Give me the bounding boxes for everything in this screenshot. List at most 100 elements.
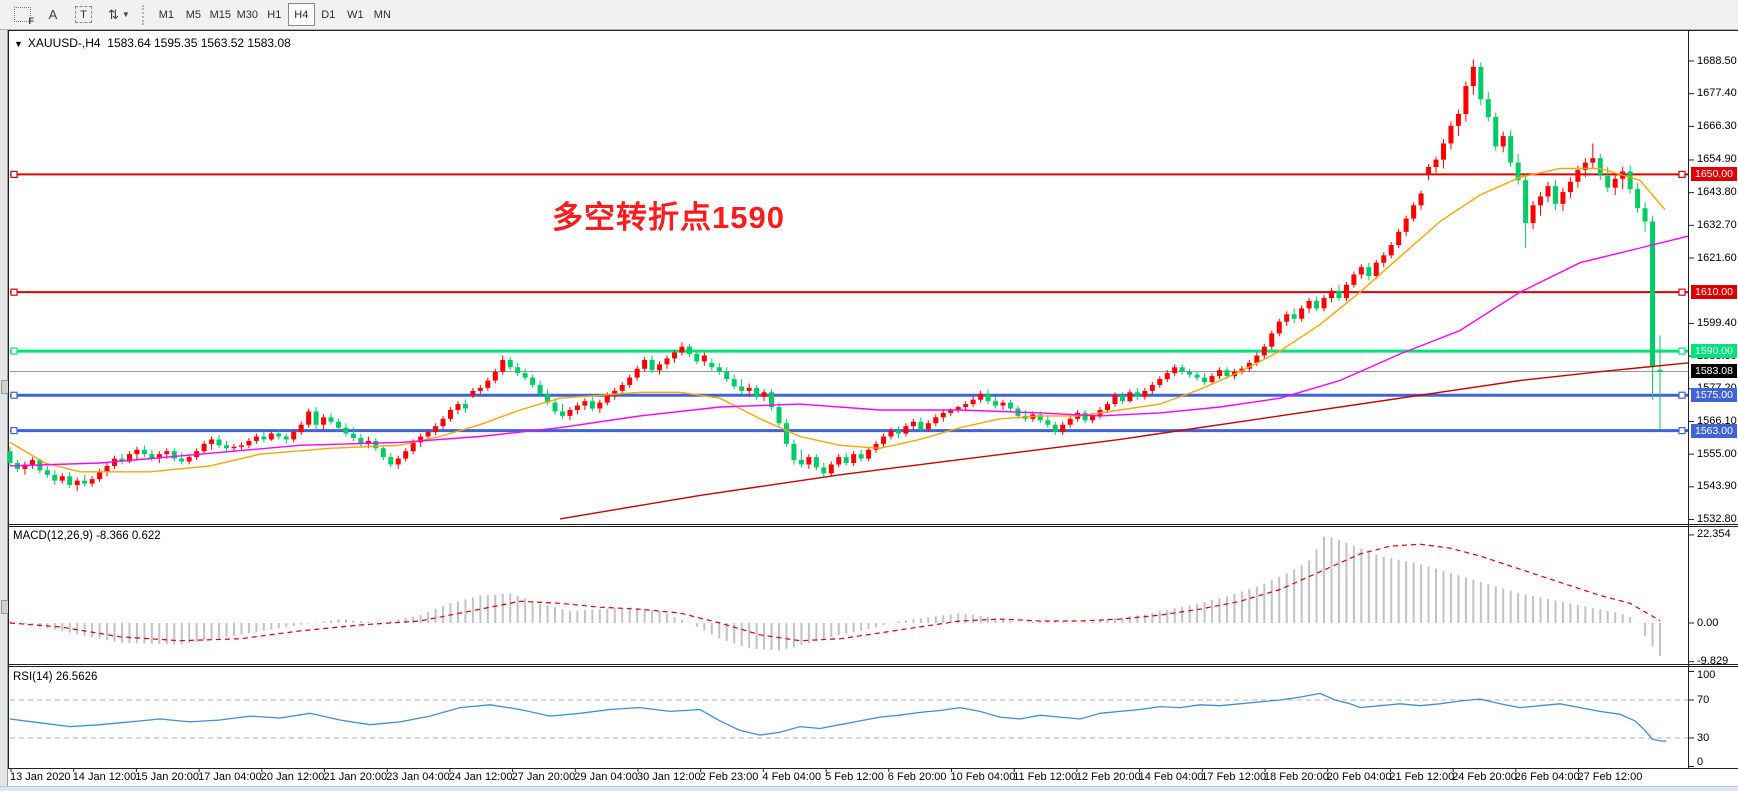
candle-body: [1478, 66, 1484, 100]
candle-body: [746, 387, 752, 391]
candle-body: [1090, 415, 1096, 421]
hline-handle[interactable]: [10, 288, 18, 296]
candle-body: [1157, 379, 1163, 385]
candle-body: [1194, 374, 1200, 378]
hline-handle[interactable]: [10, 426, 18, 435]
candle-body: [552, 402, 558, 412]
candle-body: [918, 421, 924, 430]
price-axis[interactable]: [1688, 60, 1694, 767]
candle-body: [365, 440, 371, 444]
candle-body: [873, 443, 879, 450]
hline-handle[interactable]: [1678, 347, 1686, 355]
candle-body: [589, 401, 595, 409]
candle-body: [231, 446, 237, 449]
candle-body: [895, 430, 901, 434]
candle-body: [716, 367, 722, 372]
horizontal-lines[interactable]: [10, 170, 1688, 435]
hline-handle[interactable]: [10, 347, 18, 355]
candle-body: [843, 457, 849, 463]
candle-body: [1045, 420, 1051, 425]
candle-body: [754, 387, 760, 397]
candle-body: [1582, 162, 1588, 170]
hline-handle[interactable]: [1678, 391, 1686, 399]
candle-body: [806, 457, 812, 465]
timeframe-m5-button[interactable]: M5: [180, 3, 207, 26]
candle-body: [447, 409, 453, 419]
macd-pane[interactable]: [9, 536, 1661, 656]
candle-body: [694, 354, 700, 362]
candle-body: [141, 449, 147, 455]
candle-body: [485, 380, 491, 388]
candle-body: [59, 476, 65, 481]
candle-body: [776, 407, 782, 424]
macd-indicator-label: MACD(12,26,9) -8.366 0.622: [13, 530, 161, 542]
arrange-arrows-button[interactable]: ⇅ ▼: [101, 3, 137, 27]
candle-body: [313, 411, 319, 425]
hline-handle[interactable]: [10, 170, 18, 178]
candle-body: [1321, 298, 1327, 309]
candle-body: [1149, 384, 1155, 391]
symbol-name: XAUUSD-,H4: [27, 36, 101, 50]
timeframe-h1-button[interactable]: H1: [261, 3, 288, 26]
hline-handle[interactable]: [1678, 170, 1686, 178]
candle-body: [1396, 231, 1402, 246]
timeframe-m1-button[interactable]: M1: [153, 3, 180, 26]
candle-body: [44, 470, 50, 475]
hline-handle[interactable]: [1678, 288, 1686, 296]
candle-body: [373, 440, 379, 449]
chart-text-annotation[interactable]: 多空转折点1590: [552, 200, 785, 235]
candle-body: [515, 367, 521, 374]
candle-body: [388, 457, 394, 465]
candle-body: [395, 458, 401, 465]
candle-body: [1000, 402, 1006, 406]
rsi-line: [9, 692, 1667, 742]
symbol-header[interactable]: ▼ XAUUSD-,H4 1583.64 1595.35 1563.52 1583…: [14, 36, 291, 50]
candles[interactable]: [7, 59, 1663, 491]
candle-body: [798, 460, 804, 465]
candle-body: [940, 412, 946, 418]
timeframe-d1-button[interactable]: D1: [315, 3, 342, 26]
candle-body: [1336, 290, 1342, 299]
hline-handle[interactable]: [10, 391, 18, 399]
candle-body: [1545, 186, 1551, 197]
candle-body: [216, 439, 222, 446]
candle-body: [403, 451, 409, 459]
candle-body: [268, 433, 274, 440]
candle-body: [604, 395, 610, 403]
time-axis[interactable]: [10, 768, 1579, 772]
candle-body: [619, 384, 625, 391]
candle-body: [888, 430, 894, 437]
candle-body: [649, 359, 655, 371]
candle-body: [574, 405, 580, 410]
candle-body: [567, 409, 573, 416]
candle-body: [1142, 390, 1148, 397]
timeframe-w1-button[interactable]: W1: [342, 3, 369, 26]
candle-body: [985, 393, 991, 402]
candle-body: [500, 359, 506, 372]
candle-body: [1635, 189, 1641, 209]
candle-body: [1403, 218, 1409, 232]
timeframe-m15-button[interactable]: M15: [207, 3, 234, 26]
candle-body: [1433, 159, 1439, 168]
text-label-button[interactable]: T: [68, 3, 99, 27]
timeframe-h4-button[interactable]: H4: [287, 3, 315, 26]
hline-handle[interactable]: [1678, 426, 1686, 435]
candle-body: [171, 451, 177, 459]
text-a-button[interactable]: A: [40, 3, 66, 27]
timeframe-mn-button[interactable]: MN: [369, 3, 396, 26]
candle-body: [970, 399, 976, 405]
candle-body: [89, 479, 95, 484]
rsi-pane[interactable]: [9, 692, 1688, 742]
toolbar-grip[interactable]: [141, 4, 149, 25]
timeframe-m30-button[interactable]: M30: [234, 3, 261, 26]
candle-body: [724, 371, 730, 380]
font-grid-button[interactable]: F: [7, 3, 38, 27]
rsi-indicator-label: RSI(14) 26.5626: [13, 671, 98, 683]
candle-body: [1485, 99, 1491, 117]
candle-body: [22, 464, 28, 469]
moving-averages: [9, 167, 1689, 520]
candle-body: [1455, 114, 1461, 126]
candle-body: [910, 421, 916, 427]
candle-body: [507, 359, 513, 368]
